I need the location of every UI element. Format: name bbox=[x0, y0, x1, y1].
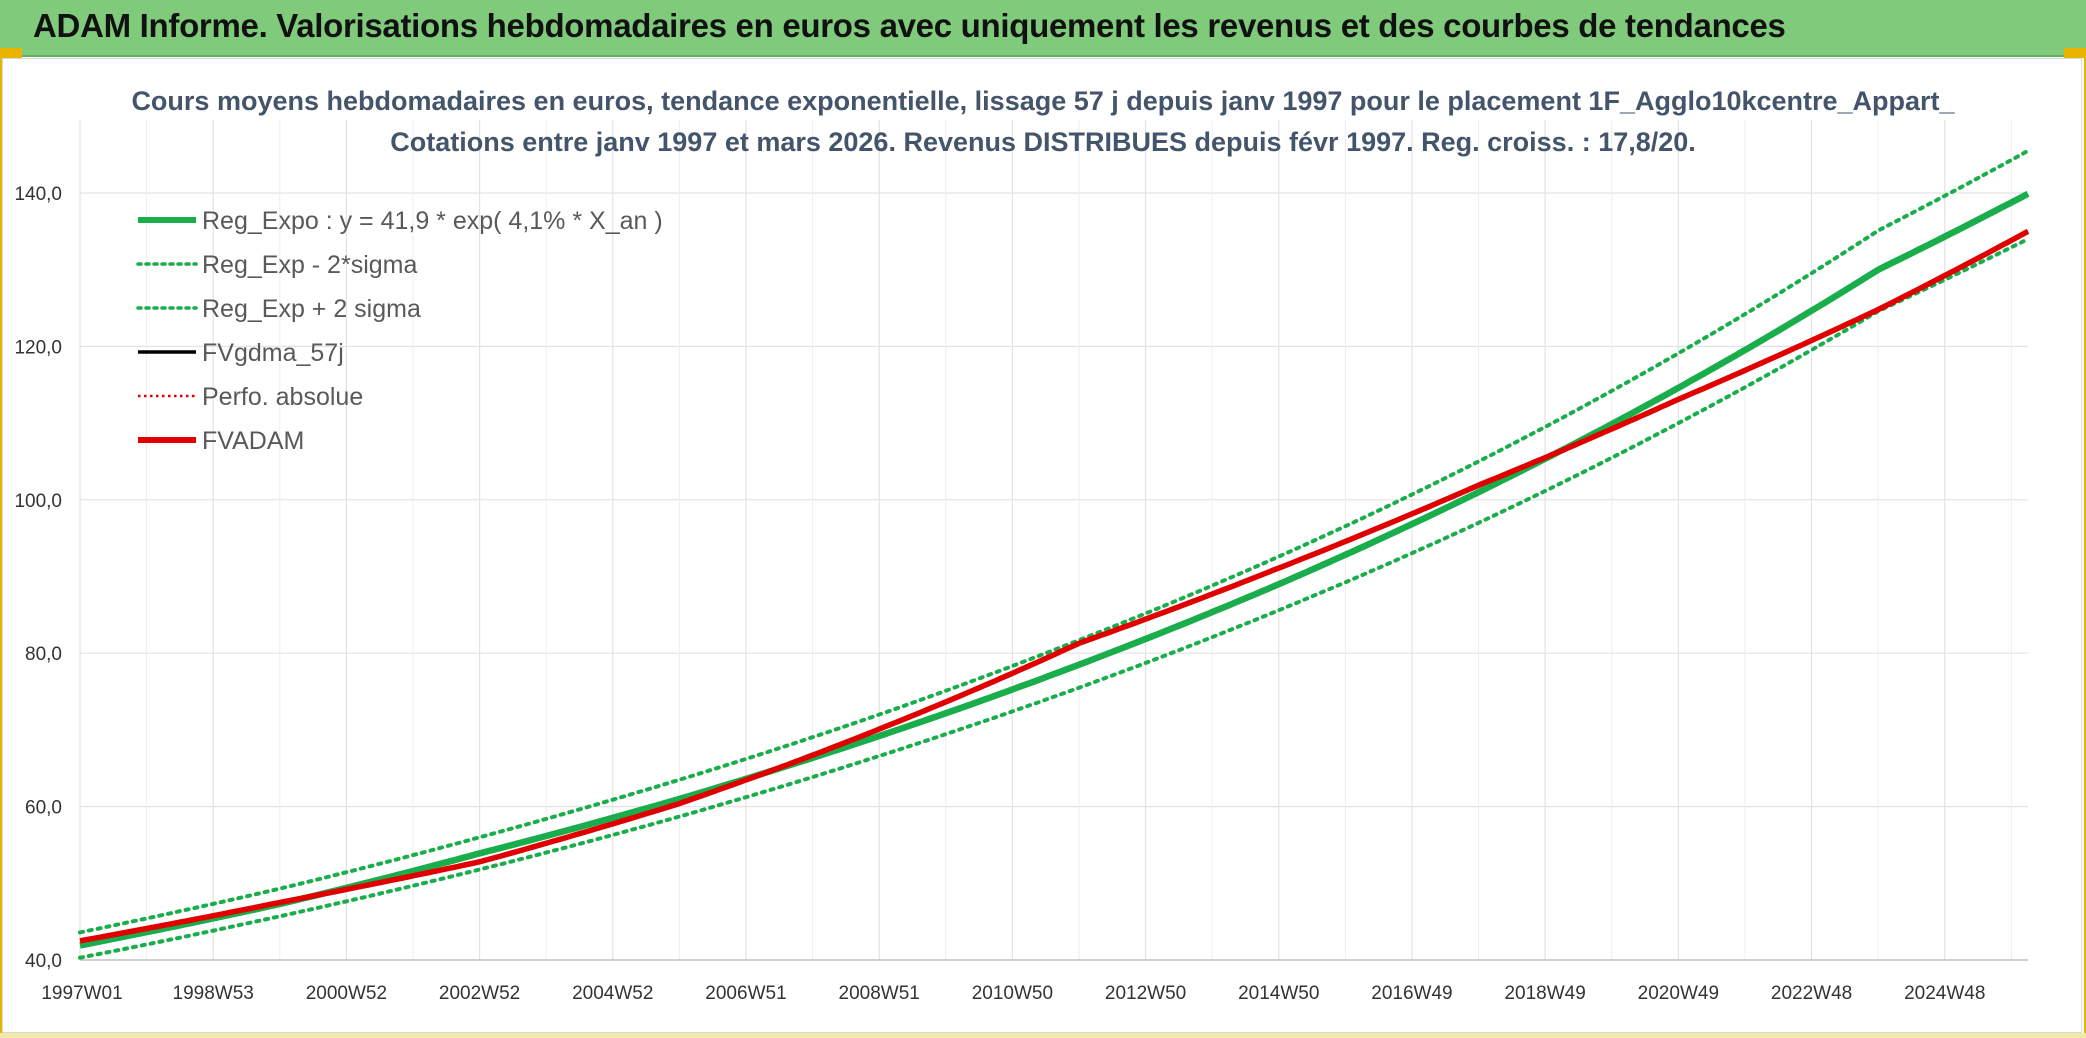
series-line-reg-plus bbox=[78, 148, 2030, 935]
legend: Reg_Expo : y = 41,9 * exp( 4,1% * X_an )… bbox=[136, 207, 663, 455]
frame-edge-left bbox=[0, 58, 2, 1033]
series-line-fvadam bbox=[79, 228, 2030, 944]
y-tick-label: 60,0 bbox=[25, 798, 62, 819]
x-tick-label: 2014W50 bbox=[1238, 983, 1319, 1004]
legend-label-perfo: Perfo. absolue bbox=[202, 383, 363, 411]
chart-subtitle: Cotations entre janv 1997 et mars 2026. … bbox=[390, 127, 1696, 157]
x-tick-label: 2008W51 bbox=[839, 983, 920, 1004]
x-tick-label: 2022W48 bbox=[1771, 983, 1852, 1004]
series-line-fvgdma bbox=[79, 230, 2029, 942]
y-tick-label: 100,0 bbox=[14, 491, 62, 512]
x-tick-label: 1997W01 bbox=[41, 983, 122, 1004]
frame-edge-right bbox=[2084, 58, 2086, 1033]
x-tick-label: 2018W49 bbox=[1504, 983, 1585, 1004]
series-line-reg-minus bbox=[78, 237, 2030, 960]
x-tick-label: 2016W49 bbox=[1371, 983, 1452, 1004]
x-tick-label: 2006W51 bbox=[705, 983, 786, 1004]
y-tick-label: 40,0 bbox=[25, 951, 62, 972]
legend-label-reg-plus: Reg_Exp + 2 sigma bbox=[202, 295, 421, 323]
frame-edge-bottom bbox=[0, 1033, 2086, 1038]
report-banner: ADAM Informe. Valorisations hebdomadaire… bbox=[0, 0, 2086, 57]
legend-label-reg-expo: Reg_Expo : y = 41,9 * exp( 4,1% * X_an ) bbox=[202, 207, 663, 235]
x-axis-ticks: 1997W01 1998W53 2000W52 2002W52 2004W52 2006W… bbox=[41, 983, 1985, 1004]
y-tick-label: 120,0 bbox=[14, 337, 62, 358]
report-title: ADAM Informe. Valorisations hebdomadaire… bbox=[33, 7, 1786, 44]
x-tick-label: 2010W50 bbox=[972, 983, 1053, 1004]
chart-title: Cours moyens hebdomadaires en euros, ten… bbox=[131, 86, 1955, 116]
banner-corner-left bbox=[0, 48, 22, 58]
x-tick-label: 1998W53 bbox=[173, 983, 254, 1004]
series-line-reg-expo bbox=[79, 190, 2030, 949]
y-tick-label: 80,0 bbox=[25, 644, 62, 665]
legend-label-reg-minus: Reg_Exp - 2*sigma bbox=[202, 251, 417, 279]
grid bbox=[79, 120, 2028, 960]
x-tick-label: 2002W52 bbox=[439, 983, 520, 1004]
legend-label-fvgdma: FVgdma_57j bbox=[202, 339, 344, 367]
x-tick-label: 2024W48 bbox=[1904, 983, 1985, 1004]
chart-frame bbox=[2, 58, 2082, 1033]
x-tick-label: 2012W50 bbox=[1105, 983, 1186, 1004]
x-tick-label: 2004W52 bbox=[572, 983, 653, 1004]
series-layer bbox=[78, 148, 2030, 960]
x-tick-label: 2000W52 bbox=[306, 983, 387, 1004]
y-axis-ticks: 40,0 60,0 80,0 100,0 120,0 140,0 bbox=[14, 184, 62, 972]
y-tick-label: 140,0 bbox=[14, 184, 62, 205]
x-tick-label: 2020W49 bbox=[1638, 983, 1719, 1004]
legend-label-fvadam: FVADAM bbox=[202, 427, 304, 455]
banner-corner-right bbox=[2064, 48, 2086, 58]
